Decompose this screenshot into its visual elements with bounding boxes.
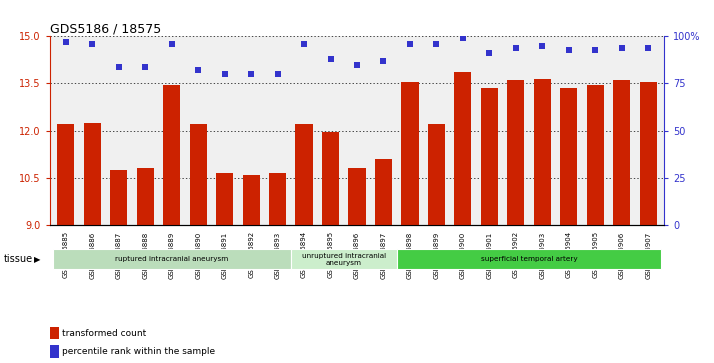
Point	[643, 45, 654, 50]
Bar	[587, 85, 604, 225]
Point	[272, 71, 283, 77]
Text: percentile rank within the sample: percentile rank within the sample	[63, 347, 216, 356]
Bar	[243, 175, 260, 225]
Text: ruptured intracranial aneurysm: ruptured intracranial aneurysm	[115, 256, 228, 262]
Point	[219, 71, 231, 77]
Text: ▶: ▶	[34, 255, 41, 264]
Point	[616, 45, 628, 50]
Bar	[507, 80, 524, 225]
Point	[536, 43, 548, 49]
Text: tissue: tissue	[4, 254, 33, 264]
Bar	[401, 82, 418, 225]
Bar	[163, 85, 181, 225]
Bar	[50, 327, 59, 339]
Point	[139, 64, 151, 69]
Bar	[375, 159, 392, 225]
Text: superficial temporal artery: superficial temporal artery	[481, 256, 578, 262]
Bar	[481, 88, 498, 225]
Point	[483, 50, 495, 56]
Bar	[269, 173, 286, 225]
Point	[325, 56, 336, 62]
Bar	[348, 168, 366, 225]
Point	[563, 46, 575, 52]
Bar	[640, 82, 657, 225]
Point	[431, 41, 442, 47]
Text: unruptured intracranial
aneurysm: unruptured intracranial aneurysm	[302, 253, 386, 266]
Point	[404, 41, 416, 47]
Point	[590, 46, 601, 52]
Bar	[110, 170, 127, 225]
Point	[351, 62, 363, 68]
Bar	[296, 125, 313, 225]
Point	[378, 58, 389, 64]
Bar	[136, 168, 154, 225]
Point	[86, 41, 98, 47]
Point	[193, 68, 204, 73]
Bar	[291, 249, 397, 269]
Bar	[533, 79, 551, 225]
Text: transformed count: transformed count	[63, 329, 146, 338]
Bar	[613, 80, 630, 225]
Point	[166, 41, 178, 47]
Point	[60, 39, 71, 45]
Point	[298, 41, 310, 47]
Bar	[50, 345, 59, 358]
Bar	[397, 249, 661, 269]
Bar	[190, 125, 207, 225]
Bar	[216, 173, 233, 225]
Bar	[57, 125, 74, 225]
Bar	[454, 73, 471, 225]
Text: GDS5186 / 18575: GDS5186 / 18575	[50, 22, 161, 35]
Bar	[53, 249, 291, 269]
Point	[113, 64, 124, 69]
Bar	[560, 88, 578, 225]
Point	[457, 35, 468, 41]
Point	[246, 71, 257, 77]
Point	[510, 45, 521, 50]
Bar	[428, 125, 445, 225]
Bar	[322, 132, 339, 225]
Bar	[84, 123, 101, 225]
